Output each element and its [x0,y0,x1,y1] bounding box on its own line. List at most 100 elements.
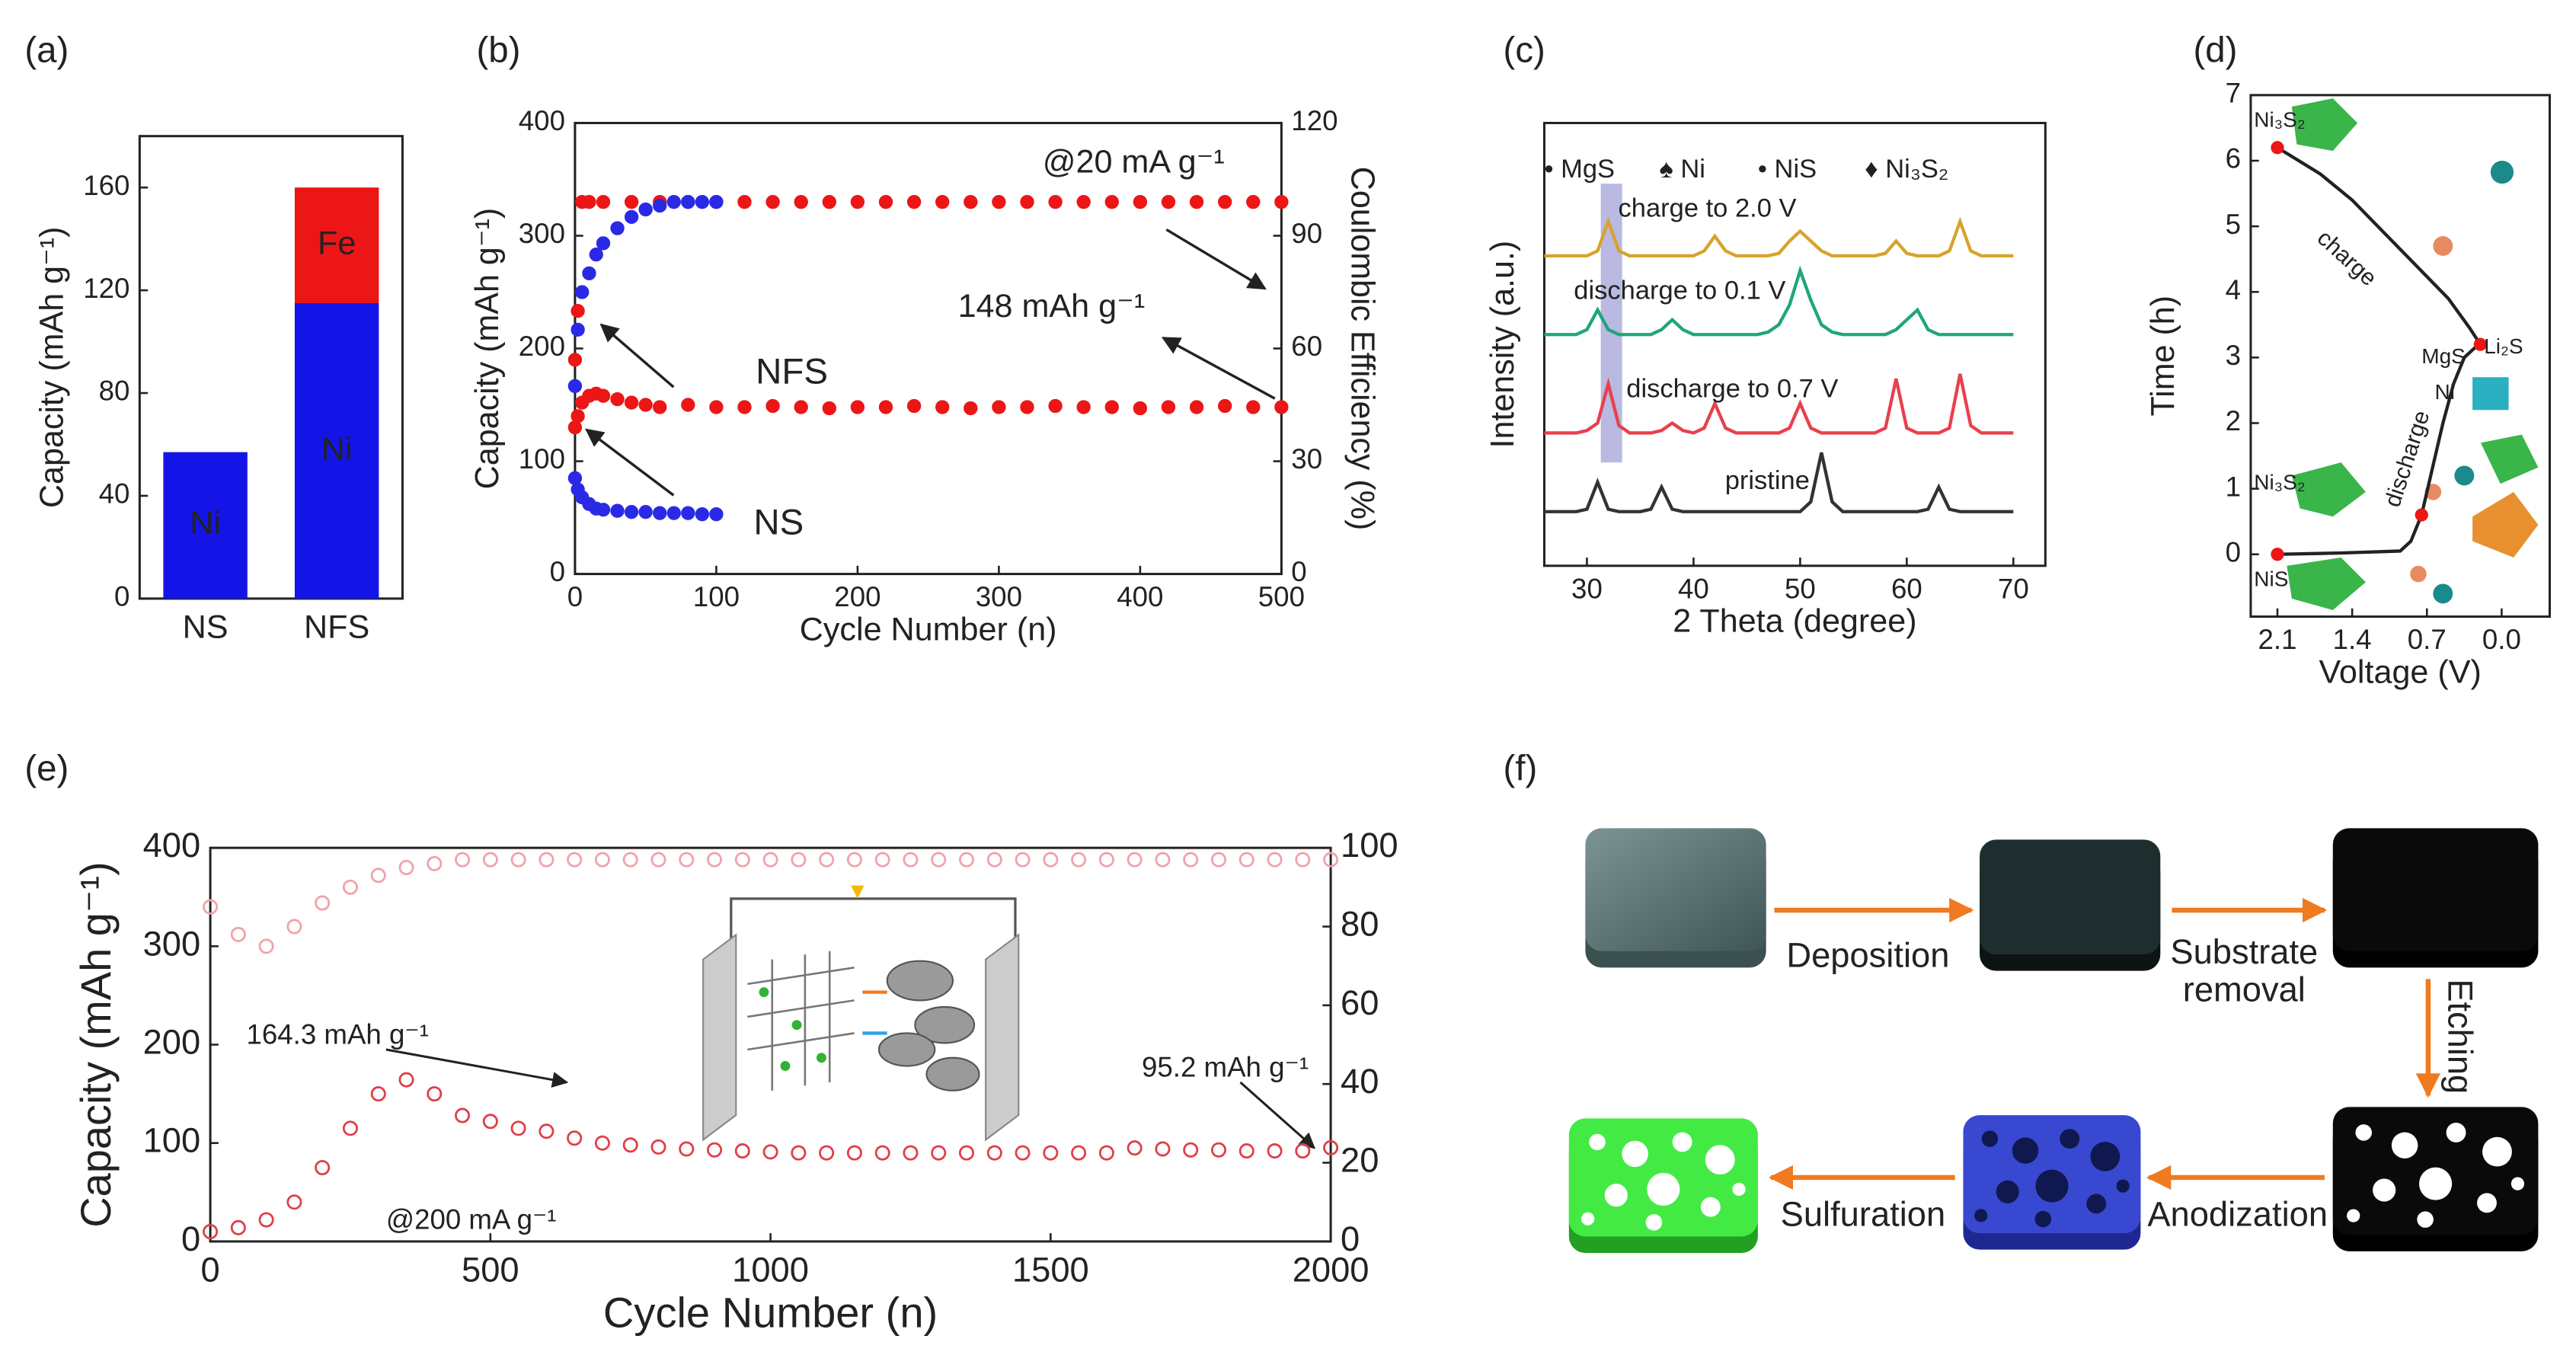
data-point [679,1141,695,1157]
data-point [1155,1141,1171,1157]
data-point [230,1219,246,1235]
y-tick-label: 0 [181,1219,200,1258]
slab-hole [1645,1214,1663,1231]
y-tick-label: 160 [83,170,129,201]
data-point [582,266,596,281]
annotation: @200 mA g⁻¹ [386,1204,557,1235]
data-point [482,1114,498,1130]
data-point [1274,400,1289,414]
x-tick-label: 1500 [1012,1251,1089,1290]
data-point [624,209,639,224]
step-label: Etching [2441,979,2480,1094]
x-tick-label: 2000 [1293,1251,1369,1290]
x-axis-label: Cycle Number (n) [800,611,1057,647]
y-axis-label: Capacity (mAh g⁻¹) [469,208,506,490]
data-point [622,852,638,868]
data-point [570,409,585,423]
slab-hole [2347,1209,2360,1222]
data-point [596,236,611,251]
data-point [681,506,695,520]
bar-segment [163,452,248,599]
series-label: NS [753,503,804,543]
data-point [707,1142,723,1158]
y-tick-label: 3 [2226,340,2241,371]
data-point [510,1120,526,1136]
x-tick-label: NFS [304,609,369,646]
data-point [653,506,667,520]
marker-point [2473,337,2487,351]
data-point [567,471,583,485]
data-point [874,1145,890,1161]
data-point [342,1120,358,1136]
data-point [1071,852,1087,868]
data-point [1267,852,1283,868]
data-point [610,391,625,407]
y-tick-label: 0 [550,556,565,587]
y-tick-label: 80 [99,376,130,407]
data-point [822,194,836,209]
plot-frame [138,135,404,600]
y-tick-label: 200 [519,331,565,362]
phase-label: Ni [2435,380,2455,404]
data-point [624,395,639,410]
panel-label: (e) [24,749,69,789]
data-point [539,1123,555,1139]
marker-point [2271,548,2284,561]
y2-tick-label: 120 [1291,105,1338,136]
slab-hole [2012,1137,2039,1164]
x-tick-label: 500 [1258,581,1305,612]
data-point [709,507,724,522]
data-point [850,400,865,414]
x-tick-label: 0 [200,1251,219,1290]
data-point [1246,400,1261,414]
slab-hole [2035,1169,2069,1203]
data-point [1098,852,1114,868]
step-label: Anodization [2147,1195,2328,1234]
segment-label: Ni [321,430,353,467]
data-point [681,194,695,209]
data-point [455,852,471,868]
annotation: 95.2 mAh g⁻¹ [1142,1052,1309,1083]
slab-hole [1996,1180,2019,1203]
y-tick-label: 0 [114,581,129,612]
data-point [1189,400,1204,414]
series-label: charge to 2.0 V [1619,194,1797,223]
annotation: 148 mAh g⁻¹ [958,288,1146,324]
data-point [734,1143,750,1159]
data-point [1189,194,1204,209]
data-point [734,852,750,868]
x-tick-label: 50 [1785,573,1816,604]
plot-frame [1542,121,2047,567]
panel-label: (f) [1504,749,1538,789]
y-tick-label: 400 [143,826,201,864]
phase-label: Li₂S [2484,334,2523,358]
data-point [510,852,526,868]
data-point [935,194,950,209]
series-label: NFS [756,351,828,391]
y-axis-label: Time (h) [2145,296,2181,417]
series-line [1544,216,2014,258]
data-point [709,400,724,414]
data-point [1274,194,1289,209]
data-point [622,1137,638,1153]
slab-hole [1589,1133,1606,1151]
x-tick-label: NS [183,609,229,646]
panel-label: (b) [476,30,520,70]
slab-hole [2090,1141,2121,1171]
data-point [624,505,639,519]
y-tick-label: 5 [2226,209,2241,240]
data-point [964,401,978,416]
data-point [398,859,414,876]
data-point [567,420,583,435]
y-tick-label: 100 [143,1121,201,1160]
series-label: discharge to 0.1 V [1574,276,1785,305]
data-point [958,852,975,868]
x-tick-label: 1000 [732,1251,809,1290]
x-axis-label: Cycle Number (n) [603,1289,938,1337]
data-point [903,852,919,868]
data-point [455,1107,471,1123]
data-point [1183,1142,1199,1158]
segment-label: Ni [190,505,221,542]
x-tick-label: 300 [976,581,1022,612]
data-point [679,852,695,868]
